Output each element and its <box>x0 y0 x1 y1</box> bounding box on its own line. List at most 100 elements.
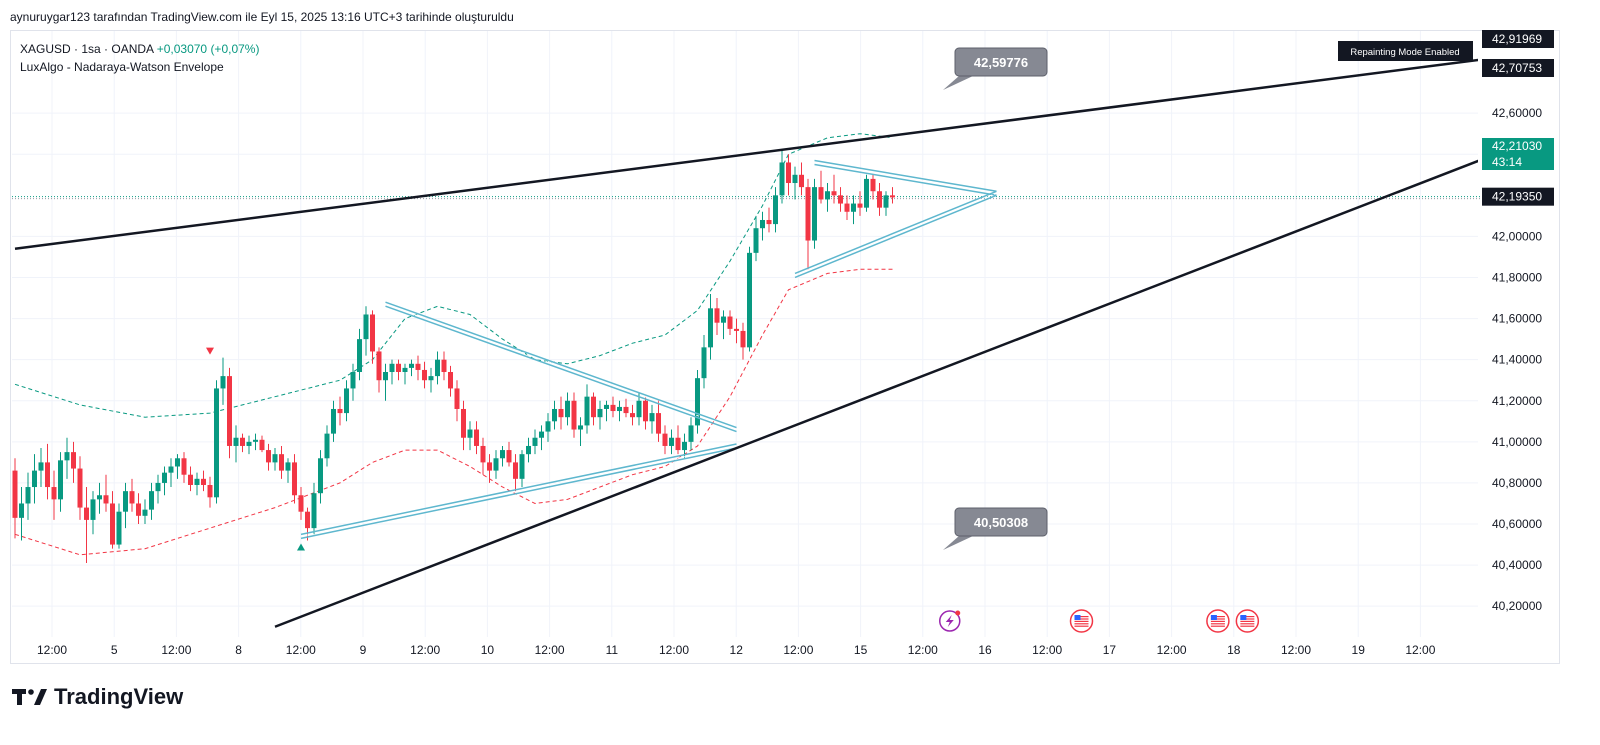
candle-body[interactable] <box>240 437 245 446</box>
candle-body[interactable] <box>682 441 687 451</box>
candle-body[interactable] <box>45 462 50 488</box>
candle-body[interactable] <box>12 470 18 518</box>
candle-body[interactable] <box>272 454 278 463</box>
candle-body[interactable] <box>162 472 167 483</box>
candle-body[interactable] <box>571 400 577 430</box>
candle-body[interactable] <box>474 429 479 446</box>
candle-body[interactable] <box>279 454 284 471</box>
candle-body[interactable] <box>766 219 772 225</box>
candle-body[interactable] <box>779 162 785 196</box>
pattern-line[interactable] <box>385 305 737 433</box>
candle-body[interactable] <box>838 195 843 204</box>
candle-body[interactable] <box>818 187 824 200</box>
candle-body[interactable] <box>747 252 752 348</box>
candle-body[interactable] <box>617 406 622 412</box>
candle-body[interactable] <box>155 482 161 492</box>
candle-body[interactable] <box>77 468 83 508</box>
candle-body[interactable] <box>669 437 674 446</box>
candle-body[interactable] <box>110 503 115 545</box>
candle-body[interactable] <box>227 376 232 446</box>
candle-body[interactable] <box>233 437 239 446</box>
current-price-label[interactable] <box>1482 138 1554 170</box>
candle-body[interactable] <box>526 445 531 455</box>
price-axis-label[interactable] <box>1482 59 1554 77</box>
candle-body[interactable] <box>539 431 544 438</box>
candle-body[interactable] <box>194 478 200 485</box>
candle-body[interactable] <box>51 487 57 500</box>
indicator-name[interactable]: LuxAlgo - Nadaraya-Watson Envelope <box>20 60 224 74</box>
trend-line[interactable] <box>14 47 1575 250</box>
candle-body[interactable] <box>84 507 89 520</box>
candle-body[interactable] <box>311 493 317 529</box>
candle-body[interactable] <box>500 450 505 459</box>
candle-body[interactable] <box>331 408 336 434</box>
candle-body[interactable] <box>604 404 609 409</box>
candle-body[interactable] <box>38 462 44 471</box>
candle-body[interactable] <box>656 413 661 434</box>
candle-body[interactable] <box>415 363 421 370</box>
candle-body[interactable] <box>831 191 837 196</box>
candle-body[interactable] <box>545 421 551 432</box>
candle-body[interactable] <box>688 425 694 442</box>
candle-body[interactable] <box>428 376 434 381</box>
tradingview-branding[interactable]: TradingView <box>12 684 183 710</box>
candle-body[interactable] <box>883 195 889 208</box>
candle-body[interactable] <box>877 191 882 208</box>
pattern-line[interactable] <box>385 301 737 429</box>
candle-body[interactable] <box>25 487 31 504</box>
candle-body[interactable] <box>19 503 24 518</box>
candle-body[interactable] <box>565 400 570 418</box>
candle-body[interactable] <box>32 470 37 488</box>
candle-body[interactable] <box>532 437 538 446</box>
candle-body[interactable] <box>519 454 525 479</box>
candle-body[interactable] <box>480 445 486 463</box>
candle-body[interactable] <box>649 413 655 422</box>
candle-body[interactable] <box>623 406 629 414</box>
candle-body[interactable] <box>435 359 440 377</box>
candle-body[interactable] <box>760 219 765 229</box>
candle-body[interactable] <box>708 308 713 348</box>
candle-body[interactable] <box>610 404 616 412</box>
candle-body[interactable] <box>721 316 726 323</box>
candle-body[interactable] <box>396 363 401 373</box>
candle-body[interactable] <box>467 429 473 438</box>
candle-body[interactable] <box>337 408 343 414</box>
candle-body[interactable] <box>350 372 356 389</box>
candle-body[interactable] <box>825 191 830 200</box>
candle-body[interactable] <box>461 408 466 438</box>
candle-body[interactable] <box>584 396 590 426</box>
candle-body[interactable] <box>870 178 876 192</box>
candle-body[interactable] <box>441 359 447 373</box>
pattern-line[interactable] <box>814 163 997 197</box>
candle-body[interactable] <box>97 495 102 500</box>
candle-body[interactable] <box>552 408 557 422</box>
candle-body[interactable] <box>643 400 648 422</box>
candle-body[interactable] <box>201 478 206 485</box>
candle-body[interactable] <box>103 495 109 504</box>
trend-line[interactable] <box>274 123 1575 628</box>
symbol-line[interactable]: XAGUSD · 1sa · OANDA <box>20 42 154 56</box>
pattern-line[interactable] <box>794 190 997 275</box>
candle-body[interactable] <box>181 458 187 475</box>
candle-body[interactable] <box>857 203 863 208</box>
candle-body[interactable] <box>630 413 635 418</box>
candle-body[interactable] <box>292 462 297 496</box>
candle-body[interactable] <box>64 452 70 461</box>
candle-body[interactable] <box>792 174 798 184</box>
candle-body[interactable] <box>207 484 213 498</box>
candle-body[interactable] <box>71 452 76 469</box>
candle-body[interactable] <box>734 328 739 331</box>
candle-body[interactable] <box>454 388 460 409</box>
candle-body[interactable] <box>864 178 869 208</box>
pattern-line[interactable] <box>794 194 997 279</box>
candle-body[interactable] <box>149 491 154 510</box>
candle-body[interactable] <box>253 439 258 442</box>
candle-body[interactable] <box>259 439 265 451</box>
pattern-line[interactable] <box>300 447 737 540</box>
candle-body[interactable] <box>662 433 668 446</box>
candle-body[interactable] <box>188 474 193 485</box>
candle-body[interactable] <box>246 441 252 446</box>
candle-body[interactable] <box>773 195 778 225</box>
candle-body[interactable] <box>136 503 141 516</box>
candle-body[interactable] <box>799 174 804 188</box>
